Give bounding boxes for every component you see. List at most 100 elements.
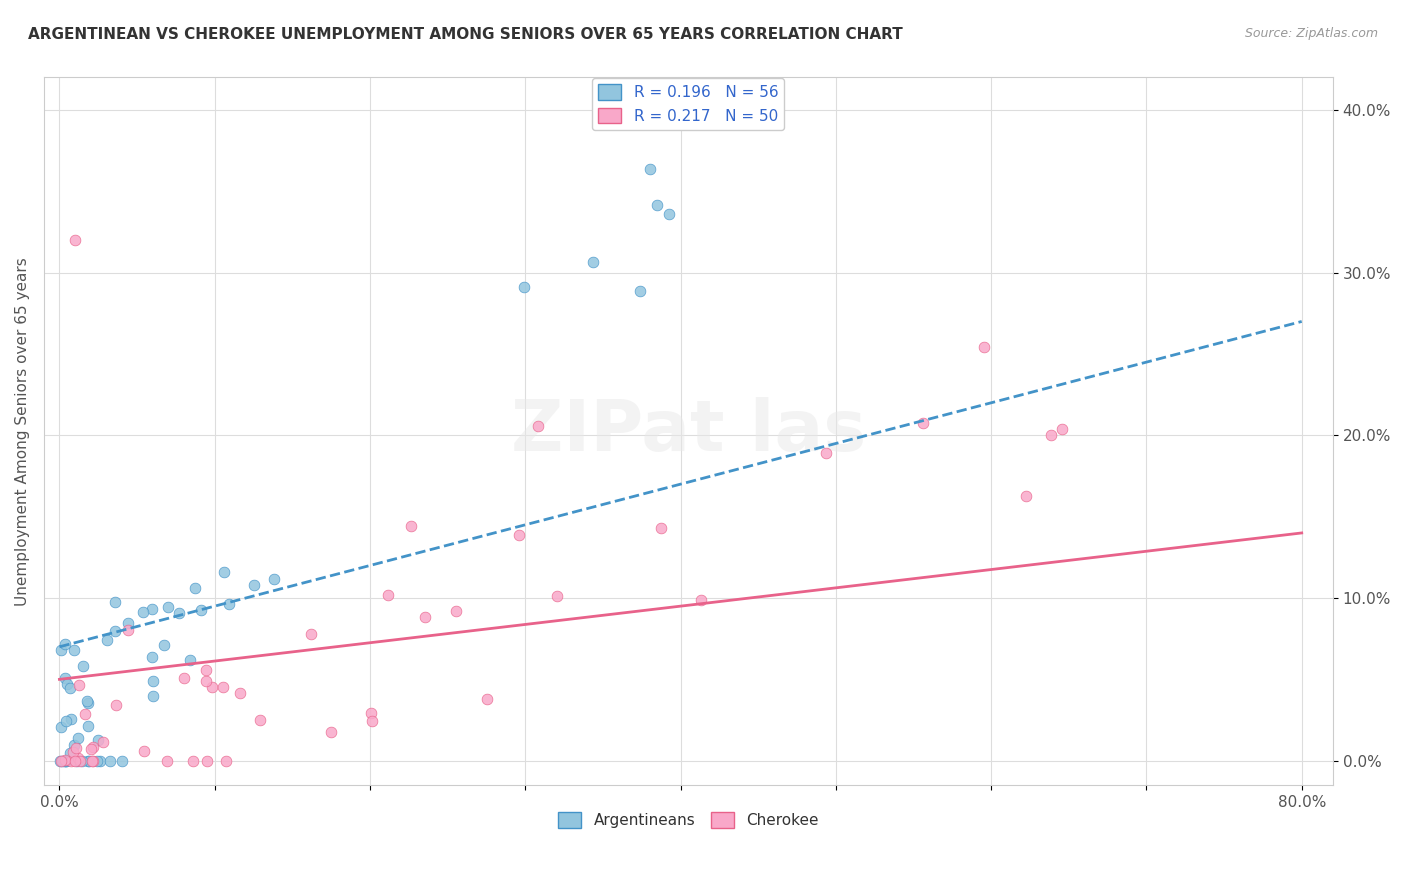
Point [86,754,108,768]
Point [80,741,103,756]
Point [111,754,134,768]
Point [117,615,139,630]
Point [77,754,100,768]
Point [214,754,236,768]
Point [104,595,127,609]
Point [86,732,108,747]
Legend: Argentineans, Cherokee: Argentineans, Cherokee [553,805,824,834]
Point [77,696,100,710]
Point [184,581,207,595]
Point [319,724,342,739]
Point [173,671,195,685]
Point [49,643,72,657]
Point [63,754,86,768]
Point [1015,490,1038,504]
Point [66,751,89,765]
Point [76,694,98,708]
Point [59,746,82,760]
Point [582,254,605,268]
Point [157,600,180,615]
Point [229,686,252,700]
Point [51,754,73,768]
Point [80,754,103,768]
Point [377,588,399,602]
Point [67,731,90,745]
Point [153,639,176,653]
Point [59,712,82,726]
Point [475,692,498,706]
Point [73,707,96,722]
Point [117,624,139,638]
Point [96,633,118,648]
Point [53,754,76,768]
Point [53,754,76,768]
Point [169,607,191,621]
Point [77,719,100,733]
Point [360,706,382,720]
Point [415,610,437,624]
Point [55,754,77,768]
Point [82,754,104,768]
Point [197,754,219,768]
Point [89,754,111,768]
Text: ARGENTINEAN VS CHEROKEE UNEMPLOYMENT AMONG SENIORS OVER 65 YEARS CORRELATION CHA: ARGENTINEAN VS CHEROKEE UNEMPLOYMENT AMO… [28,27,903,42]
Point [211,680,233,694]
Point [91,734,114,748]
Point [142,674,165,689]
Point [104,698,127,713]
Point [645,197,668,211]
Point [53,753,76,767]
Point [658,207,681,221]
Point [72,658,94,673]
Point [444,604,467,618]
Text: ZIPat las: ZIPat las [510,397,866,466]
Y-axis label: Unemployment Among Seniors over 65 years: Unemployment Among Seniors over 65 years [15,257,30,606]
Point [1050,421,1073,435]
Point [527,419,550,434]
Point [1040,428,1063,442]
Point [181,754,204,768]
Point [212,565,235,579]
Point [141,602,163,616]
Point [911,417,934,431]
Point [973,341,995,355]
Point [179,653,201,667]
Point [49,754,72,768]
Point [142,689,165,703]
Point [63,738,86,752]
Point [249,713,271,727]
Point [51,720,73,734]
Point [62,642,84,657]
Point [401,518,423,533]
Point [63,233,86,247]
Point [104,624,127,639]
Point [82,740,104,755]
Point [55,754,77,768]
Point [66,754,89,768]
Point [814,446,837,460]
Point [546,589,568,603]
Point [242,578,264,592]
Point [201,680,224,694]
Point [195,673,218,688]
Point [141,649,163,664]
Point [51,754,73,768]
Point [508,528,530,542]
Point [70,754,93,768]
Point [53,637,76,651]
Point [638,161,661,176]
Point [132,744,155,758]
Point [690,593,713,607]
Point [263,572,285,586]
Point [76,754,98,768]
Point [67,677,90,691]
Point [53,671,76,685]
Point [59,681,82,696]
Point [156,754,179,768]
Point [628,284,651,298]
Point [55,714,77,729]
Point [69,754,91,768]
Point [513,280,536,294]
Point [218,597,240,611]
Point [190,602,212,616]
